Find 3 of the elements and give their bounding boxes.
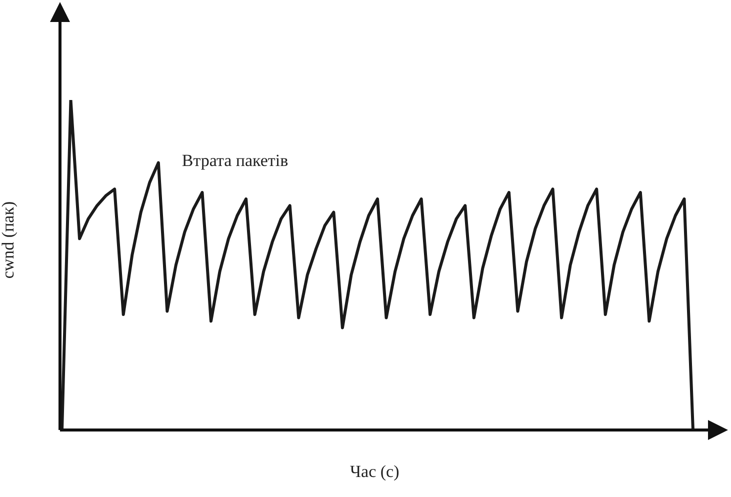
- x-axis-title: Час (с): [350, 462, 400, 482]
- y-axis-title: cwnd (пак): [0, 201, 19, 279]
- annotation: Втрата пакетів: [182, 151, 288, 170]
